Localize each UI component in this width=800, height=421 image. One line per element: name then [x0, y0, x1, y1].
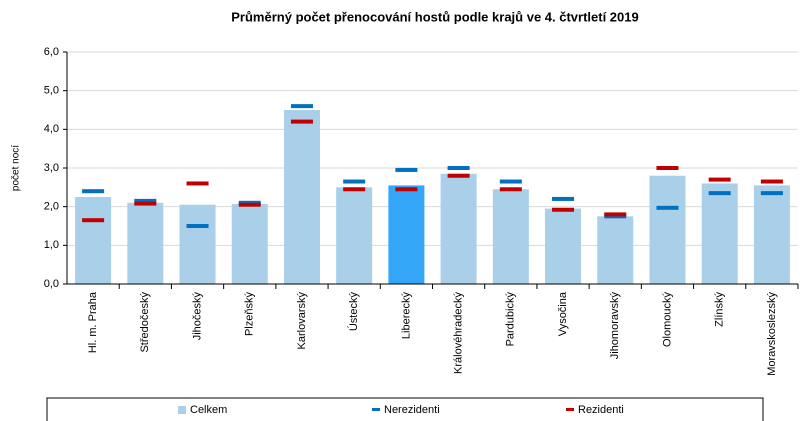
bar — [492, 189, 529, 284]
legend-label: Nerezidenti — [384, 404, 440, 416]
y-tick-label: 2,0 — [44, 201, 59, 213]
y-tick-label: 4,0 — [44, 123, 59, 135]
x-tick-label: Královéhradecký — [453, 292, 465, 374]
marker — [343, 179, 366, 184]
y-tick-label: 0,0 — [44, 278, 59, 290]
legend-label: Celkem — [190, 404, 227, 416]
x-tick-label: Hl. m. Praha — [87, 291, 99, 353]
x-tick-label: Plzeňský — [244, 292, 256, 337]
marker — [290, 119, 313, 124]
y-tick-label: 6,0 — [44, 46, 59, 58]
bar — [440, 173, 477, 284]
bar — [753, 185, 790, 284]
bar — [336, 187, 373, 284]
marker — [395, 187, 418, 192]
bar — [701, 183, 738, 284]
legend-label: Rezidenti — [578, 404, 624, 416]
bar — [545, 208, 582, 284]
x-tick-label: Zlínský — [714, 292, 726, 327]
x-tick-label: Karlovarský — [296, 292, 308, 350]
marker — [447, 173, 470, 178]
chart-title: Průměrný počet přenocování hostů podle k… — [231, 9, 638, 24]
x-tick-label: Jihočeský — [191, 292, 203, 341]
bar — [231, 203, 268, 284]
legend-box — [46, 397, 764, 421]
marker — [447, 166, 470, 170]
marker — [552, 196, 575, 201]
bar — [75, 197, 112, 284]
bar — [283, 110, 320, 284]
legend-swatch — [178, 406, 186, 414]
y-tick-label: 3,0 — [44, 162, 59, 174]
x-tick-label: Ústecký — [347, 292, 360, 332]
x-tick-label: Pardubický — [505, 292, 517, 347]
y-tick-label: 5,0 — [44, 85, 59, 97]
bar — [127, 202, 164, 284]
y-axis-label: počet nocí — [11, 145, 22, 191]
marker — [186, 181, 209, 186]
x-tick-label: Olomoucký — [661, 292, 673, 348]
marker — [82, 218, 105, 223]
marker — [656, 205, 679, 210]
legend-swatch — [372, 408, 380, 411]
y-tick-label: 1,0 — [44, 239, 59, 251]
marker — [760, 191, 783, 196]
marker — [290, 104, 313, 109]
marker — [760, 179, 783, 184]
bar — [179, 204, 216, 284]
marker — [343, 187, 366, 192]
legend-swatch — [566, 408, 574, 411]
marker — [186, 224, 209, 228]
marker — [604, 212, 627, 217]
marker — [395, 167, 418, 172]
marker — [82, 189, 105, 194]
marker — [134, 201, 157, 206]
bar — [597, 216, 634, 284]
marker — [499, 187, 522, 192]
marker — [708, 177, 731, 182]
marker — [134, 198, 157, 203]
x-tick-label: Středočeský — [139, 292, 151, 353]
x-tick-label: Liberecký — [400, 292, 412, 340]
x-tick-label: Vysočina — [557, 291, 569, 336]
marker — [656, 166, 679, 170]
marker — [552, 207, 575, 212]
marker — [238, 202, 261, 207]
marker — [499, 179, 522, 184]
marker — [708, 191, 731, 196]
x-tick-label: Moravskoslezský — [766, 292, 778, 376]
x-tick-label: Jihomoravský — [609, 292, 621, 360]
bar — [388, 185, 425, 284]
bar — [649, 175, 686, 284]
